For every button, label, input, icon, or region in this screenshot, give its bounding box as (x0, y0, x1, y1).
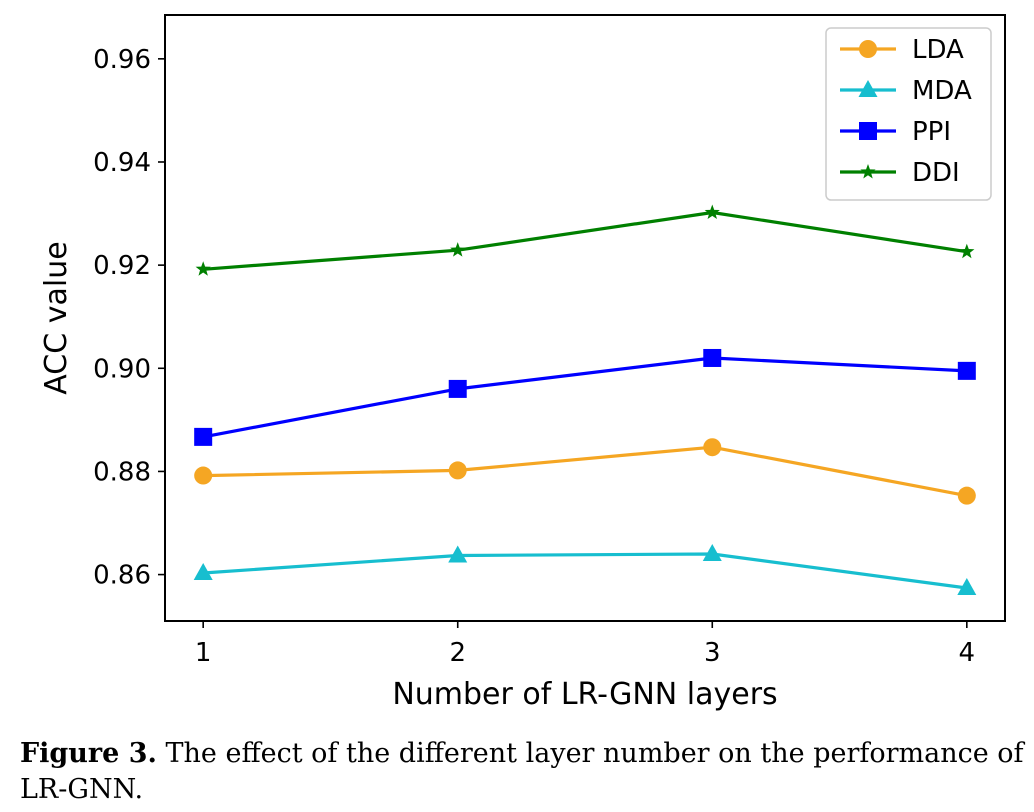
x-axis-title: Number of LR-GNN layers (392, 677, 777, 712)
data-point-mda (702, 543, 722, 561)
data-point-ppi (194, 427, 213, 446)
data-point-ppi (957, 361, 976, 380)
y-tick-label: 0.86 (93, 561, 151, 591)
y-tick-label: 0.90 (93, 354, 151, 384)
legend-marker-ddi (860, 164, 876, 179)
data-point-ddi (704, 204, 720, 219)
series-line-lda (201, 445, 969, 498)
legend: LDA MDA PPI DDI (825, 27, 992, 201)
legend-item-lda: LDA (840, 35, 964, 65)
data-point-mda (448, 545, 468, 563)
figure-caption-label: Figure 3. (20, 738, 157, 769)
y-tick-label: 0.94 (93, 148, 151, 178)
data-point-lda (448, 461, 467, 480)
x-tick-label: 2 (449, 638, 466, 668)
data-point-mda (957, 577, 977, 595)
data-point-ddi (450, 242, 466, 257)
figure-caption-text: The effect of the different layer number… (20, 738, 1024, 805)
data-point-lda (703, 438, 722, 457)
legend-box (825, 27, 992, 201)
data-point-ppi (448, 379, 467, 398)
legend-marker-mda (858, 80, 878, 97)
legend-item-ddi: DDI (840, 158, 960, 188)
x-tick-label: 3 (704, 638, 721, 668)
series-ppi (194, 348, 976, 446)
x-tick-label: 4 (959, 638, 976, 668)
data-point-ddi (959, 243, 975, 259)
series-line-ppi (201, 356, 969, 439)
legend-item-mda: MDA (840, 76, 972, 106)
series-mda (193, 543, 977, 595)
y-tick-label: 0.92 (93, 251, 151, 281)
data-point-lda (957, 486, 976, 505)
figure-caption: Figure 3. The effect of the different la… (20, 736, 1030, 808)
data-point-mda (193, 563, 213, 581)
line-chart: 0.86 0.88 0.90 0.92 0.94 0.96 1 2 3 4 Number of L… (39, 14, 1006, 712)
legend-marker-ppi (859, 122, 877, 140)
series-group (193, 204, 977, 595)
legend-marker-lda (859, 40, 877, 58)
legend-label: DDI (912, 158, 960, 188)
y-tick-label: 0.88 (93, 457, 151, 487)
legend-item-ppi: PPI (840, 117, 951, 147)
y-tick-label: 0.96 (93, 45, 151, 75)
data-point-ddi (195, 261, 211, 276)
legend-label: MDA (912, 76, 972, 106)
series-lda (194, 438, 976, 505)
series-line-ddi (201, 210, 969, 271)
series-line-mda (201, 552, 969, 590)
x-tick-label: 1 (195, 638, 212, 668)
legend-label: LDA (912, 35, 964, 65)
y-axis-title: ACC value (39, 241, 74, 394)
data-point-lda (194, 466, 213, 485)
legend-label: PPI (912, 117, 951, 147)
series-ddi (195, 204, 975, 276)
data-point-ppi (703, 348, 722, 367)
axis-ticks: 0.86 0.88 0.90 0.92 0.94 0.96 1 2 3 4 (93, 45, 975, 668)
